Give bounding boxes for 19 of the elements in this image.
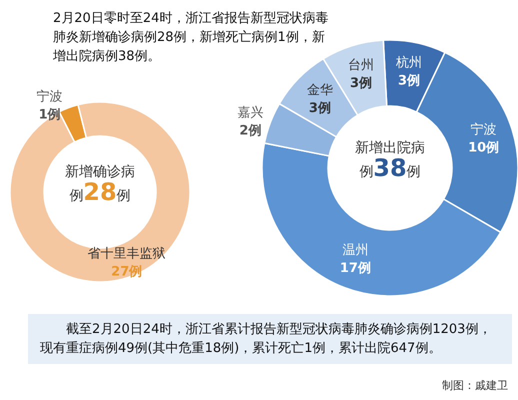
slice-label: 金华 (306, 82, 333, 98)
data-label: 2例 (239, 124, 262, 139)
text: 新增确诊病例28例 (64, 163, 136, 206)
data-label: 3例 (350, 76, 372, 91)
text: 截至2月20日24时，浙江省累计报告新型冠状病毒肺炎确诊病例1203例，现有重症病例49例(其中危重18例)，累计死亡1例，累计出院647例。 (28, 314, 512, 364)
text: 新增出院病例38例 (354, 139, 426, 182)
data-label: 3例 (398, 73, 420, 88)
slice-label: 宁波 (470, 122, 497, 138)
data-label: 10例 (468, 140, 500, 156)
data-label: 17例 (340, 261, 371, 276)
data-label: 3例 (308, 100, 331, 116)
chart-title: 2月20日零时至24时，浙江省报告新型冠状病毒肺炎新增确诊病例28例，新增死亡病例1例，新增出院病例38例。 (52, 11, 328, 64)
slice-label: 宁波 (36, 88, 63, 104)
text: 制图：戚建卫 (442, 378, 508, 393)
slice-label: 温州 (342, 243, 368, 258)
slice-label: 省十里丰监狱 (88, 246, 166, 262)
slice-label: 嘉兴 (237, 106, 264, 121)
slice-label: 杭州 (395, 55, 422, 70)
slice-label: 台州 (348, 58, 374, 73)
